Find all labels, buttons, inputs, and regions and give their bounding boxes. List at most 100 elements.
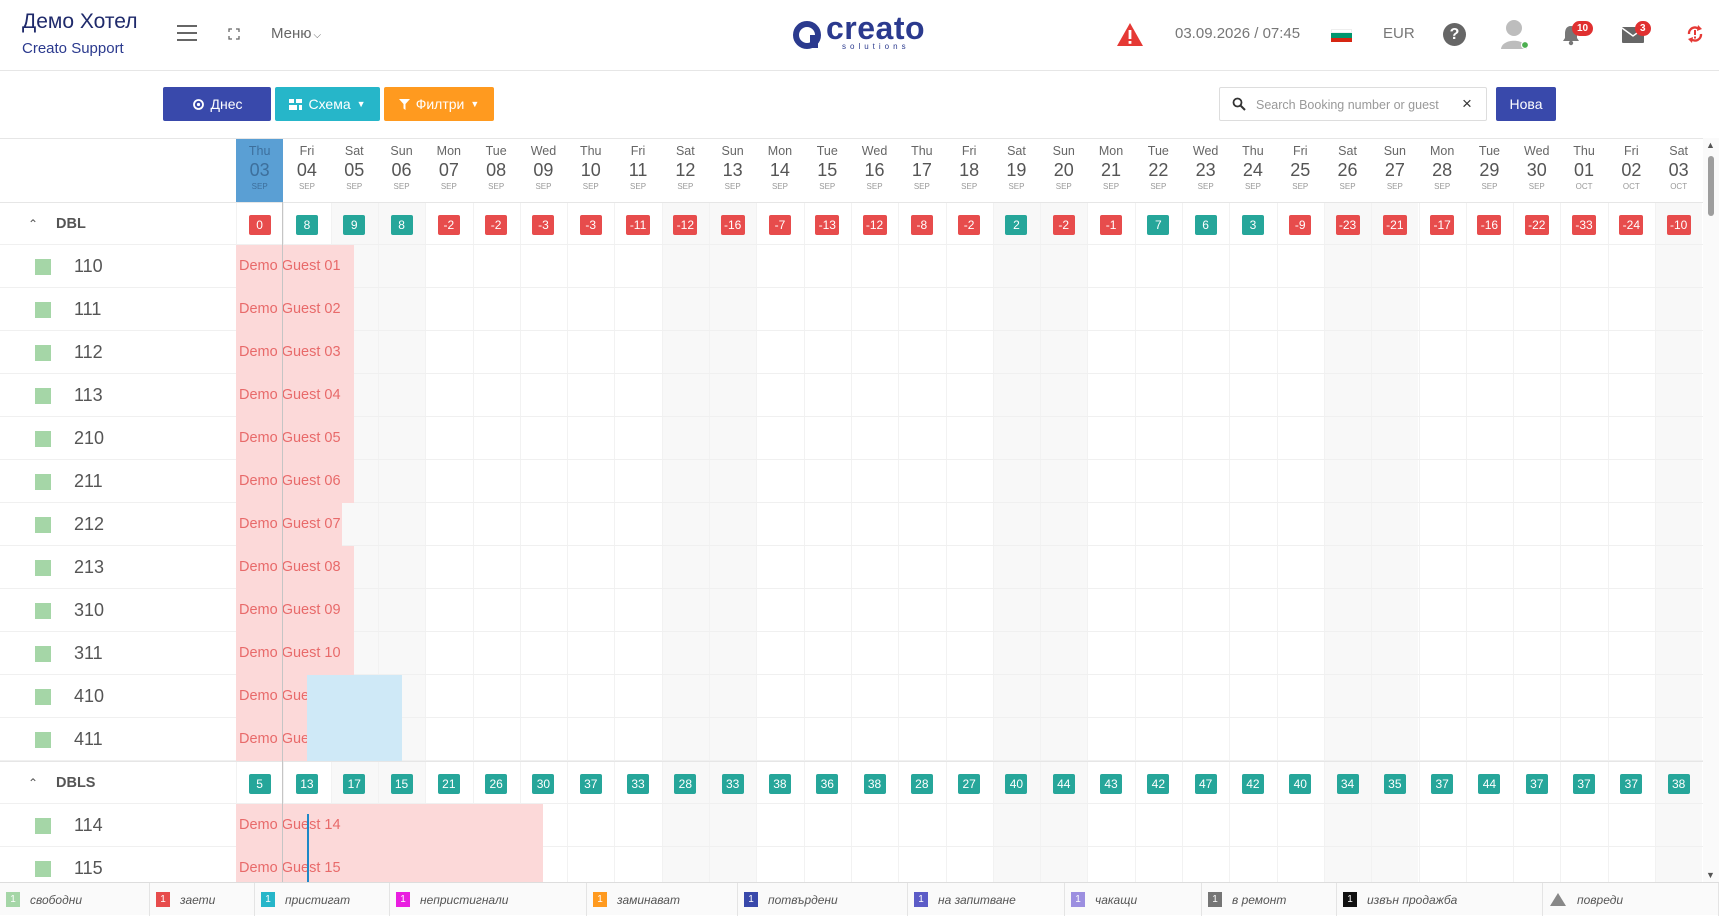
availability-badge[interactable]: 15 xyxy=(390,774,413,794)
booking-bar[interactable]: Demo Guest 03 xyxy=(236,331,355,374)
availability-badge[interactable]: 44 xyxy=(1478,774,1501,794)
availability-badge[interactable]: -3 xyxy=(532,215,555,235)
availability-badge[interactable]: 9 xyxy=(343,215,366,235)
booking-bar[interactable] xyxy=(306,675,402,718)
notifications-bell[interactable]: 10 xyxy=(1560,21,1594,51)
day-column-header[interactable]: Wed 16 SEP xyxy=(851,139,898,202)
room-number[interactable]: 310 xyxy=(74,600,105,620)
availability-badge[interactable]: 38 xyxy=(1667,774,1690,794)
room-type-name[interactable]: DBL xyxy=(56,216,86,232)
availability-badge[interactable]: -11 xyxy=(626,215,651,235)
filters-dropdown-button[interactable]: Филтри ▼ xyxy=(384,87,494,121)
booking-bar[interactable]: Demo Guest 11 xyxy=(239,688,307,704)
availability-badge[interactable]: 8 xyxy=(390,215,413,235)
legend-item[interactable]: 1 в ремонт xyxy=(1202,883,1337,916)
availability-badge[interactable]: -22 xyxy=(1524,215,1549,235)
main-menu-dropdown[interactable]: Меню ⌵ xyxy=(271,25,321,42)
user-avatar-icon[interactable] xyxy=(1500,18,1530,50)
booking-search-input[interactable] xyxy=(1256,95,1456,115)
availability-badge[interactable]: 37 xyxy=(1431,774,1454,794)
scroll-down-arrow-icon[interactable]: ▼ xyxy=(1706,870,1715,880)
booking-bar[interactable]: Demo Guest 04 xyxy=(236,374,355,417)
availability-badge[interactable]: 43 xyxy=(1100,774,1123,794)
day-column-header[interactable]: Fri 18 SEP xyxy=(946,139,993,202)
room-number[interactable]: 410 xyxy=(74,686,105,706)
availability-badge[interactable]: -17 xyxy=(1430,215,1455,235)
booking-bar[interactable]: Demo Guest 09 xyxy=(236,589,355,632)
collapse-chevron-icon[interactable]: ⌃ xyxy=(28,217,39,231)
room-number[interactable]: 311 xyxy=(74,643,103,663)
legend-item[interactable]: 1 пристигат xyxy=(255,883,390,916)
day-column-header[interactable]: Tue 22 SEP xyxy=(1135,139,1182,202)
day-column-header[interactable]: Thu 17 SEP xyxy=(898,139,945,202)
availability-badge[interactable]: 2 xyxy=(1005,215,1028,235)
room-number[interactable]: 213 xyxy=(74,557,105,577)
availability-badge[interactable]: 37 xyxy=(1620,774,1643,794)
availability-badge[interactable]: 33 xyxy=(627,774,650,794)
availability-badge[interactable]: -7 xyxy=(768,215,791,235)
day-column-header[interactable]: Mon 28 SEP xyxy=(1419,139,1466,202)
day-column-header[interactable]: Sat 12 SEP xyxy=(662,139,709,202)
day-column-header[interactable]: Mon 14 SEP xyxy=(756,139,803,202)
booking-bar[interactable]: Demo Guest 01 xyxy=(236,245,355,288)
day-column-header[interactable]: Tue 08 SEP xyxy=(473,139,520,202)
availability-badge[interactable]: 38 xyxy=(863,774,886,794)
availability-badge[interactable]: -9 xyxy=(1289,215,1312,235)
availability-badge[interactable]: -12 xyxy=(862,215,887,235)
availability-badge[interactable]: -10 xyxy=(1666,215,1691,235)
bulgarian-flag-icon[interactable] xyxy=(1331,29,1352,42)
availability-badge[interactable]: 30 xyxy=(532,774,555,794)
availability-badge[interactable]: -12 xyxy=(673,215,698,235)
availability-badge[interactable]: 5 xyxy=(248,774,271,794)
hotel-name[interactable]: Демо Хотел xyxy=(22,10,138,33)
booking-bar[interactable]: Demo Guest 15 xyxy=(236,847,544,882)
day-column-header[interactable]: Thu 24 SEP xyxy=(1229,139,1276,202)
booking-bar[interactable]: Demo Guest 06 xyxy=(236,460,355,503)
availability-badge[interactable]: 42 xyxy=(1147,774,1170,794)
room-number[interactable]: 211 xyxy=(74,471,103,491)
day-column-header[interactable]: Sun 13 SEP xyxy=(709,139,756,202)
availability-badge[interactable]: -2 xyxy=(1052,215,1075,235)
collapse-chevron-icon[interactable]: ⌃ xyxy=(28,776,39,790)
room-number[interactable]: 110 xyxy=(74,256,103,276)
availability-badge[interactable]: -23 xyxy=(1335,215,1360,235)
availability-badge[interactable]: 40 xyxy=(1289,774,1312,794)
availability-badge[interactable]: 44 xyxy=(1052,774,1075,794)
availability-badge[interactable]: 38 xyxy=(768,774,791,794)
room-number[interactable]: 113 xyxy=(74,385,103,405)
availability-badge[interactable]: 40 xyxy=(1005,774,1028,794)
availability-badge[interactable]: 37 xyxy=(1525,774,1548,794)
booking-bar[interactable]: Demo Guest 14 xyxy=(236,804,544,847)
availability-badge[interactable]: 6 xyxy=(1194,215,1217,235)
fullscreen-icon[interactable] xyxy=(228,28,240,40)
day-column-header[interactable]: Tue 15 SEP xyxy=(804,139,851,202)
availability-badge[interactable]: -24 xyxy=(1619,215,1644,235)
day-column-header[interactable]: Fri 02 OCT xyxy=(1608,139,1655,202)
legend-item[interactable]: 1 заминават xyxy=(587,883,738,916)
availability-badge[interactable]: -2 xyxy=(485,215,508,235)
scroll-up-arrow-icon[interactable]: ▲ xyxy=(1706,140,1715,150)
availability-badge[interactable]: 36 xyxy=(816,774,839,794)
scrollbar-thumb[interactable] xyxy=(1708,156,1714,216)
day-column-header[interactable]: Wed 30 SEP xyxy=(1513,139,1560,202)
booking-bar[interactable]: Demo Guest 02 xyxy=(236,288,355,331)
day-column-header[interactable]: Thu 10 SEP xyxy=(567,139,614,202)
legend-item[interactable]: 1 заети xyxy=(150,883,255,916)
today-button[interactable]: Днес xyxy=(163,87,271,121)
availability-badge[interactable]: 27 xyxy=(958,774,981,794)
day-column-header[interactable]: Sun 20 SEP xyxy=(1040,139,1087,202)
availability-badge[interactable]: -16 xyxy=(1477,215,1502,235)
day-column-header[interactable]: Sat 26 SEP xyxy=(1324,139,1371,202)
room-number[interactable]: 210 xyxy=(74,428,105,448)
schema-dropdown-button[interactable]: Схема ▼ xyxy=(275,87,380,121)
room-number[interactable]: 114 xyxy=(74,815,103,835)
availability-badge[interactable]: 37 xyxy=(579,774,602,794)
availability-badge[interactable]: 37 xyxy=(1573,774,1596,794)
availability-badge[interactable]: 28 xyxy=(910,774,933,794)
legend-item[interactable]: 1 на запитване xyxy=(908,883,1065,916)
availability-badge[interactable]: 34 xyxy=(1336,774,1359,794)
day-column-header[interactable]: Wed 23 SEP xyxy=(1182,139,1229,202)
availability-badge[interactable]: 26 xyxy=(485,774,508,794)
room-type-name[interactable]: DBLS xyxy=(56,775,96,791)
day-column-header[interactable]: Sun 06 SEP xyxy=(378,139,425,202)
